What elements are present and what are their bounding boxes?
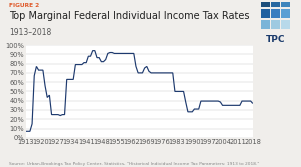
Bar: [271, 20, 280, 29]
Text: Source: Urban-Brookings Tax Policy Center, Statistics, "Historical Individual In: Source: Urban-Brookings Tax Policy Cente…: [9, 162, 259, 166]
Text: FIGURE 2: FIGURE 2: [9, 3, 39, 8]
Bar: [281, 9, 290, 18]
Bar: [261, 20, 269, 29]
Bar: [271, 0, 280, 7]
Bar: [261, 0, 269, 7]
Bar: [281, 0, 290, 7]
Text: TPC: TPC: [266, 36, 285, 44]
Text: 1913–2018: 1913–2018: [9, 28, 51, 37]
Text: Top Marginal Federal Individual Income Tax Rates: Top Marginal Federal Individual Income T…: [9, 11, 250, 21]
Bar: [271, 9, 280, 18]
Bar: [281, 20, 290, 29]
Bar: [261, 9, 269, 18]
